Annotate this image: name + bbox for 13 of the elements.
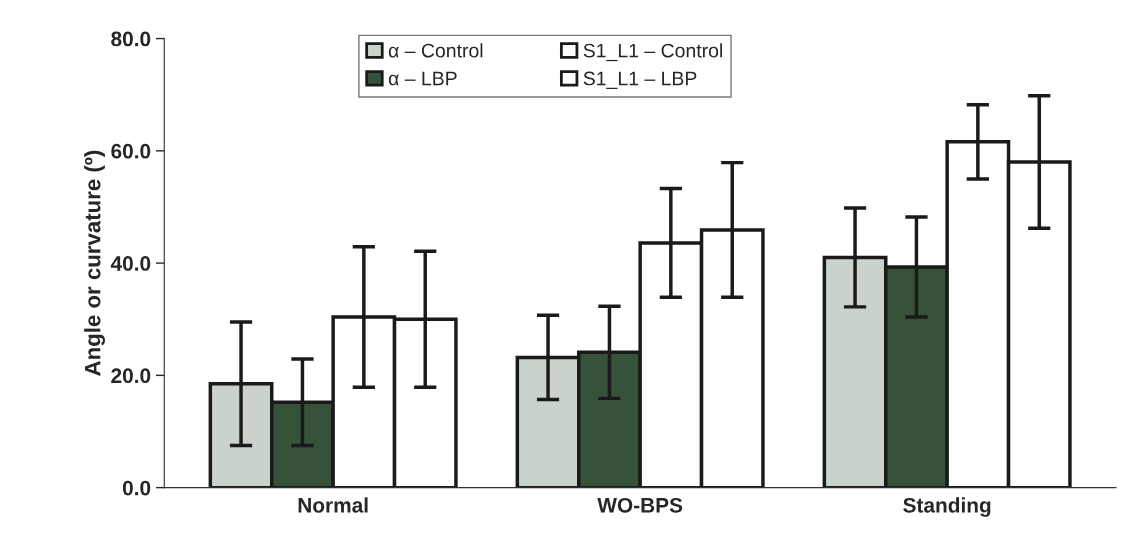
- y-tick-label: 60.0: [111, 143, 151, 159]
- y-axis-title: Angle or curvature (º): [84, 150, 105, 376]
- legend-label: α – Control: [388, 43, 483, 58]
- legend-label: S1_L1 – LBP: [583, 71, 697, 89]
- legend-label: α – LBP: [388, 71, 457, 86]
- x-tick-label: Normal: [298, 497, 368, 513]
- y-tick-label: 40.0: [110, 256, 151, 271]
- x-tick-label: WO-BPS: [597, 497, 683, 513]
- legend-label: S1_L1 – Control: [583, 43, 722, 62]
- y-tick-label: 80.0: [111, 31, 151, 47]
- y-tick-label: 0.0: [122, 480, 151, 496]
- y-tick-label: 20.0: [111, 368, 151, 384]
- x-tick-label: Standing: [903, 497, 991, 517]
